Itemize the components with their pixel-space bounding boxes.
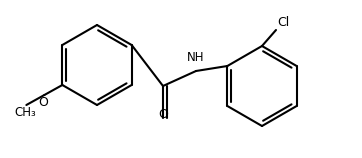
Text: CH₃: CH₃ — [14, 106, 36, 119]
Text: O: O — [158, 108, 168, 121]
Text: O: O — [38, 96, 48, 109]
Text: NH: NH — [187, 51, 205, 64]
Text: Cl: Cl — [277, 16, 289, 29]
